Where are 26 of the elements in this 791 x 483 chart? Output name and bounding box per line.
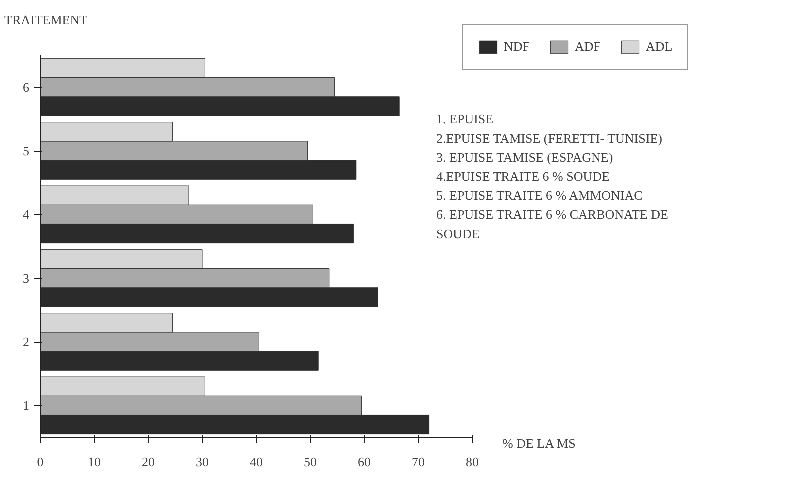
x-tick-label: 70 bbox=[412, 454, 425, 470]
x-tick-label: 30 bbox=[196, 454, 209, 470]
annotation: 4.EPUISE TRAITE 6 % SOUDE bbox=[436, 168, 610, 184]
annotation: 5. EPUISE TRAITE 6 % AMMONIAC bbox=[436, 188, 643, 204]
y-tick-label: 4 bbox=[23, 207, 30, 222]
annotation: 3. EPUISE TAMISE (ESPAGNE) bbox=[436, 150, 614, 165]
legend-label: NDF bbox=[504, 39, 530, 55]
x-tick-label: 10 bbox=[88, 454, 101, 470]
x-axis-title: % DE LA MS bbox=[502, 436, 576, 451]
y-axis-title: TRAITEMENT bbox=[4, 12, 88, 28]
y-tick-label: 5 bbox=[23, 144, 30, 158]
y-tick-label: 3 bbox=[23, 270, 30, 286]
legend-label: ADF bbox=[575, 39, 602, 55]
x-tick-label: 80 bbox=[466, 454, 479, 470]
y-tick-label: 6 bbox=[23, 80, 30, 95]
legend-label: ADL bbox=[646, 39, 673, 55]
annotation: 1. EPUISE bbox=[436, 112, 494, 127]
x-tick-label: 60 bbox=[358, 454, 371, 470]
y-tick-label: 2 bbox=[23, 334, 30, 350]
annotation: 2.EPUISE TAMISE (FERETTI- TUNISIE) bbox=[436, 130, 662, 146]
annotation: 6. EPUISE TRAITE 6 % CARBONATE DE SOUDE bbox=[436, 207, 669, 242]
x-tick-label: 50 bbox=[304, 454, 317, 470]
y-tick-label: 1 bbox=[23, 398, 30, 414]
x-tick-label: 0 bbox=[37, 454, 44, 470]
x-tick-label: 20 bbox=[142, 454, 155, 470]
x-tick-label: 40 bbox=[250, 454, 263, 470]
